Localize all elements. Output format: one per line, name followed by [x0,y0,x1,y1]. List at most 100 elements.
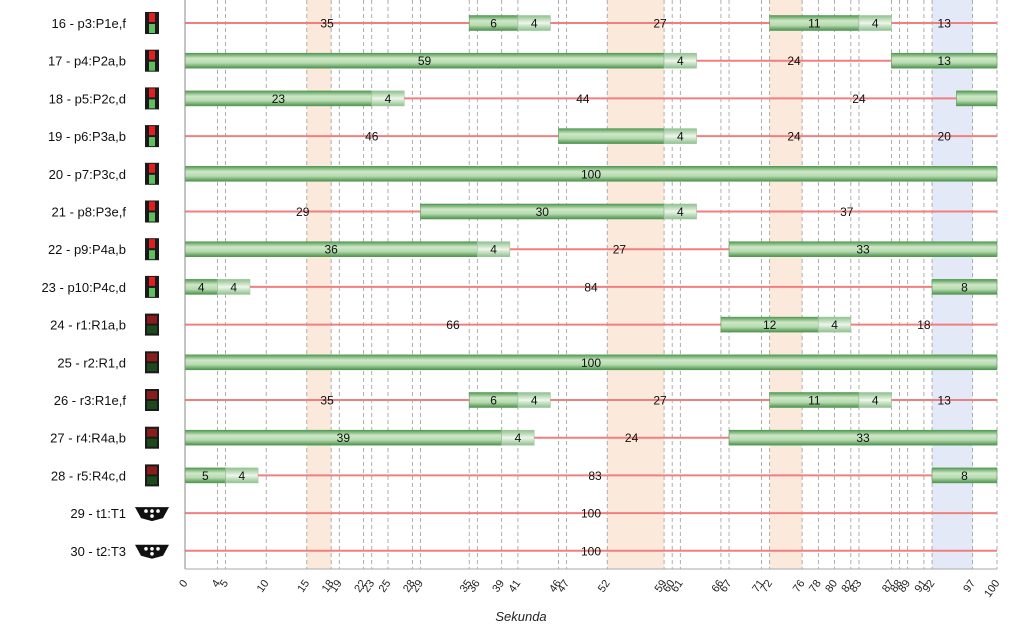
phase-duration-label: 4 [677,205,684,219]
bicycle-signal-icon [145,464,159,487]
phase-duration-label: 27 [653,394,667,408]
x-tick-label: 18 [320,578,337,595]
phase-duration-label: 4 [531,394,538,408]
pedestrian-signal-icon [145,275,159,298]
signal-row: 27 - r4:R4a,b 39 4 24 33 [50,426,998,449]
amber-phase [517,392,551,408]
x-tick-label: 29 [409,578,426,595]
phase-duration-label: 4 [677,130,684,144]
phase-duration-label: 46 [365,130,379,144]
phase-duration-label: 8 [961,469,968,483]
signal-row: 19 - p6:P3a,b 46 4 24 20 [48,125,997,148]
x-tick-label: 66 [710,578,727,595]
phase-duration-label: 24 [852,92,866,106]
x-tick-label: 60 [661,578,678,595]
x-tick-label: 80 [823,578,840,595]
x-tick-label: 88 [888,578,905,595]
row-label: 18 - p5:P2c,d [49,91,126,106]
row-label: 30 - t2:T3 [70,544,126,559]
phase-duration-label: 4 [677,54,684,68]
row-label: 21 - p8:P3e,f [52,205,127,220]
x-tick-label: 100 [982,578,1002,600]
x-tick-label: 36 [466,578,483,595]
row-label: 29 - t1:T1 [70,506,126,521]
phase-duration-label: 35 [320,17,334,31]
signal-row: 29 - t1:T1 100 [70,506,997,522]
phase-duration-label: 4 [515,431,522,445]
tram-signal-icon [135,507,169,522]
phase-duration-label: 4 [831,318,838,332]
x-tick-label: 59 [653,578,670,595]
phase-duration-label: 13 [938,54,952,68]
signal-row: 23 - p10:P4c,d 4 4 84 8 [41,275,998,298]
phase-duration-label: 18 [917,318,931,332]
x-tick-label: 82 [839,578,856,595]
green-phase [558,128,665,144]
phase-duration-label: 11 [808,17,821,31]
x-tick-label: 87 [880,578,897,595]
signal-row: 30 - t2:T3 100 [70,544,997,559]
pedestrian-signal-icon [145,200,159,223]
x-tick-label: 92 [921,578,938,595]
phase-duration-label: 84 [584,280,598,294]
green-phase [728,429,998,446]
phase-duration-label: 27 [613,243,627,257]
row-label: 16 - p3:P1e,f [52,16,127,31]
row-label: 25 - r2:R1,d [57,355,126,370]
phase-duration-label: 12 [763,318,777,332]
phase-duration-label: 100 [581,507,601,521]
x-tick-label: 91 [913,578,930,595]
phase-duration-label: 5 [202,469,209,483]
phase-duration-label: 4 [531,17,538,31]
phase-duration-label: 8 [961,280,968,294]
signal-row: 28 - r5:R4c,d 5 4 83 8 [51,464,998,487]
pedestrian-signal-icon [145,238,159,261]
highlight-band [306,0,332,569]
phase-duration-label: 4 [872,17,879,31]
x-tick-label: 25 [377,578,394,595]
signal-rows: 16 - p3:P1e,f 35 6 4 27 11 4 13 17 - p4:P2a,b 59 4… [41,12,998,559]
bicycle-signal-icon [145,389,159,411]
signal-row: 24 - r1:R1a,b 66 12 4 18 [50,313,997,336]
x-tick-label: 41 [507,578,524,595]
phase-duration-label: 39 [337,431,351,445]
x-tick-label: 19 [328,578,345,595]
x-tick-label: 0 [177,578,190,590]
green-phase [728,241,998,257]
x-tick-label: 4 [210,578,223,590]
x-tick-label: 83 [848,578,865,595]
x-tick-label: 5 [218,578,231,590]
row-label: 22 - p9:P4a,b [48,242,126,257]
phase-duration-label: 13 [938,394,952,408]
phase-duration-label: 30 [536,205,550,219]
phase-duration-label: 59 [418,54,432,68]
x-tick-label: 61 [669,578,686,595]
row-label: 28 - r5:R4c,d [51,468,126,483]
green-phase [956,90,998,107]
phase-duration-label: 29 [296,205,310,219]
signal-row: 22 - p9:P4a,b 36 4 27 33 [48,238,998,261]
x-tick-label: 78 [807,578,824,595]
signal-row: 26 - r3:R1e,f 35 6 4 27 11 4 13 [54,389,997,411]
green-phase [931,279,998,295]
pedestrian-signal-icon [145,87,159,110]
x-tick-label: 39 [490,578,507,595]
x-tick-label: 22 [352,578,369,595]
phase-duration-label: 4 [490,243,497,257]
highlight-band [607,0,665,569]
green-phase [891,52,998,69]
tram-signal-icon [135,544,169,559]
x-tick-label: 97 [961,578,978,595]
pedestrian-signal-icon [145,125,159,148]
row-label: 17 - p4:P2a,b [48,54,126,69]
x-tick-label: 10 [255,578,272,595]
phase-duration-label: 11 [808,394,821,408]
x-tick-label: 76 [791,578,808,595]
x-tick-label: 72 [758,578,775,595]
x-tick-label: 52 [596,578,613,595]
row-label: 27 - r4:R4a,b [50,431,126,446]
pedestrian-signal-icon [145,162,159,185]
pedestrian-signal-icon [145,49,159,72]
